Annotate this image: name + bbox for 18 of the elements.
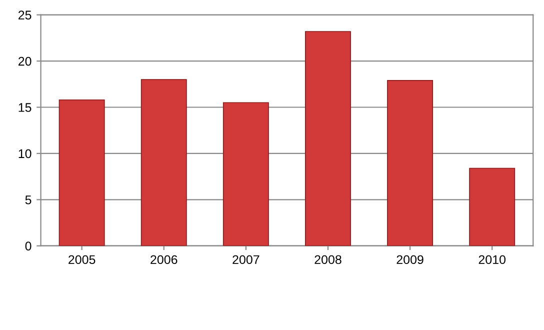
x-tick-label: 2009 [396, 255, 424, 264]
bar [140, 79, 187, 246]
bar [58, 99, 105, 246]
y-tick-label: 20 [18, 56, 32, 66]
y-tick-label: 25 [18, 10, 32, 20]
x-tick-label: 2010 [478, 255, 506, 264]
bar [222, 102, 269, 246]
y-tick-label: 5 [25, 196, 32, 204]
bar [469, 168, 516, 246]
y-tick-label: 15 [18, 103, 32, 112]
x-tick-label: 2007 [232, 255, 260, 264]
x-tick-label: 2008 [314, 255, 342, 264]
y-tick-label: 0 [25, 242, 32, 250]
x-tick-label: 2005 [68, 255, 96, 264]
bar [387, 80, 434, 246]
bar [305, 31, 351, 246]
y-tick-label: 10 [18, 149, 32, 158]
x-tick-label: 2006 [150, 255, 178, 264]
